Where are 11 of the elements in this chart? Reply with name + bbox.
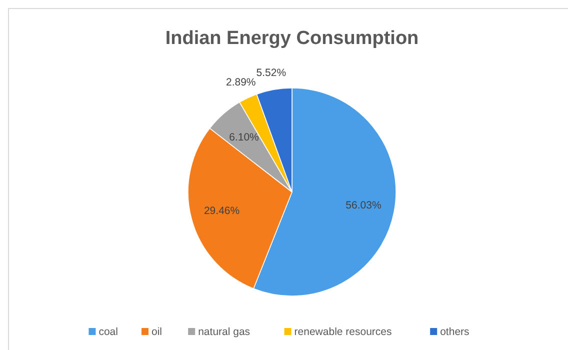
legend-label: others [440,326,470,338]
chart-title: Indian Energy Consumption [165,28,419,49]
data-label: 5.52% [256,67,286,80]
legend-label: oil [152,326,162,338]
data-label: 56.03% [346,200,382,212]
legend-label: natural gas [198,326,250,338]
data-label: 29.46% [204,205,240,218]
data-label: 6.10% [229,131,259,144]
legend-label: renewable resources [294,326,392,338]
legend-label: coal [98,326,118,338]
data-label: 2.89% [226,76,256,89]
